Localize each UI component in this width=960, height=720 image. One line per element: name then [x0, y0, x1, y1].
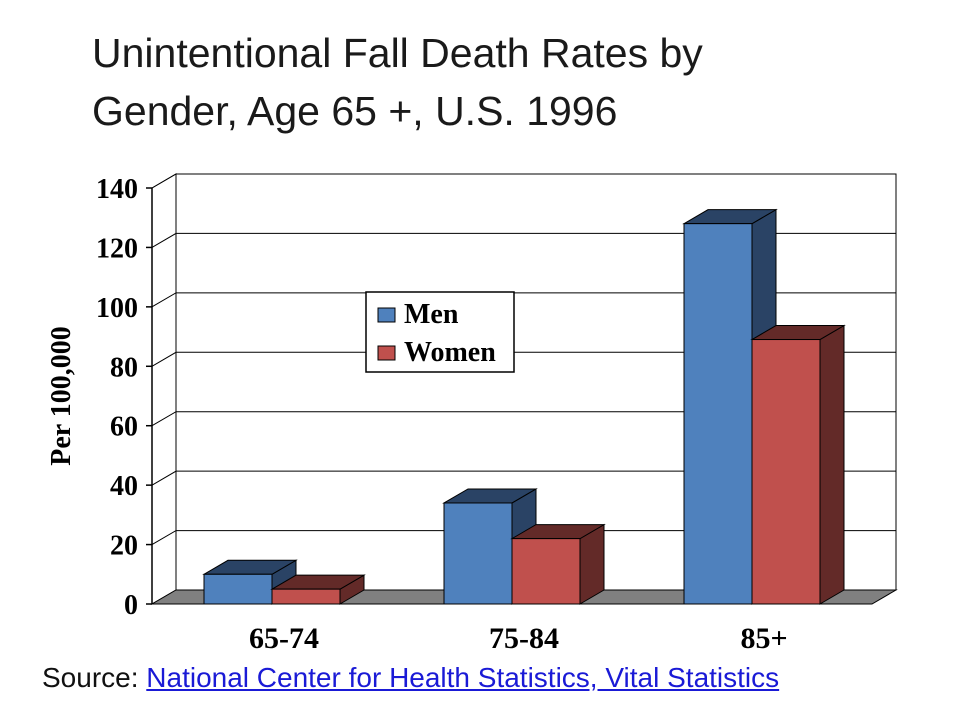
- gridline: [151, 232, 896, 248]
- source-prefix: Source:: [42, 662, 147, 693]
- bar-front: [271, 588, 341, 605]
- gridline: [151, 411, 896, 427]
- title-line-2: Gender, Age 65 +, U.S. 1996: [92, 88, 618, 134]
- bar-front: [751, 339, 821, 605]
- bar-women-65-74: [270, 574, 366, 605]
- bar-side: [819, 324, 845, 605]
- y-tick-label: 120: [96, 233, 138, 264]
- x-axis-labels: 65-74 75-84 85+: [249, 622, 788, 655]
- title-line-1: Unintentional Fall Death Rates by: [92, 30, 703, 76]
- x-tick-label: 85+: [740, 622, 787, 655]
- gridline: [151, 530, 896, 546]
- legend-box: [365, 291, 515, 373]
- gridlines: [151, 173, 896, 546]
- legend: Men Women: [365, 291, 515, 373]
- y-tick-label: 100: [96, 293, 138, 324]
- y-axis: 0 20 40 60 80 100 120 140: [96, 174, 153, 621]
- bar-women-75-84: [510, 523, 606, 605]
- chart-title: Unintentional Fall Death Rates by Gender…: [92, 24, 892, 140]
- y-axis-label: Per 100,000: [46, 326, 77, 465]
- bar-front: [203, 573, 273, 605]
- legend-label: Men: [404, 299, 459, 330]
- y-tick-label: 40: [110, 471, 138, 502]
- gridline: [151, 173, 896, 189]
- bar-front: [443, 502, 513, 605]
- legend-swatch: [377, 345, 396, 361]
- x-tick-label: 75-84: [489, 622, 559, 655]
- y-tick-label: 80: [110, 352, 138, 383]
- gridline: [151, 292, 896, 308]
- bar-chart: 0 20 40 60 80 100 120 140 65-74 75-84 85+ Per 100…: [46, 173, 898, 655]
- bar-front: [683, 223, 753, 605]
- y-tick-label: 20: [110, 531, 138, 562]
- legend-swatch: [377, 307, 396, 323]
- legend-label: Women: [404, 337, 496, 368]
- gridline: [151, 351, 896, 367]
- source-line: Source: National Center for Health Stati…: [42, 662, 779, 694]
- gridline: [151, 470, 896, 486]
- x-tick-label: 65-74: [249, 622, 319, 655]
- y-tick-label: 0: [124, 590, 138, 621]
- bar-women-85+: [750, 324, 846, 605]
- source-link[interactable]: National Center for Health Statistics, V…: [146, 662, 780, 693]
- bar-front: [511, 538, 581, 605]
- y-tick-label: 60: [110, 412, 138, 443]
- side-wall: [151, 173, 177, 605]
- bars: [202, 208, 846, 605]
- y-tick-label: 140: [96, 174, 138, 205]
